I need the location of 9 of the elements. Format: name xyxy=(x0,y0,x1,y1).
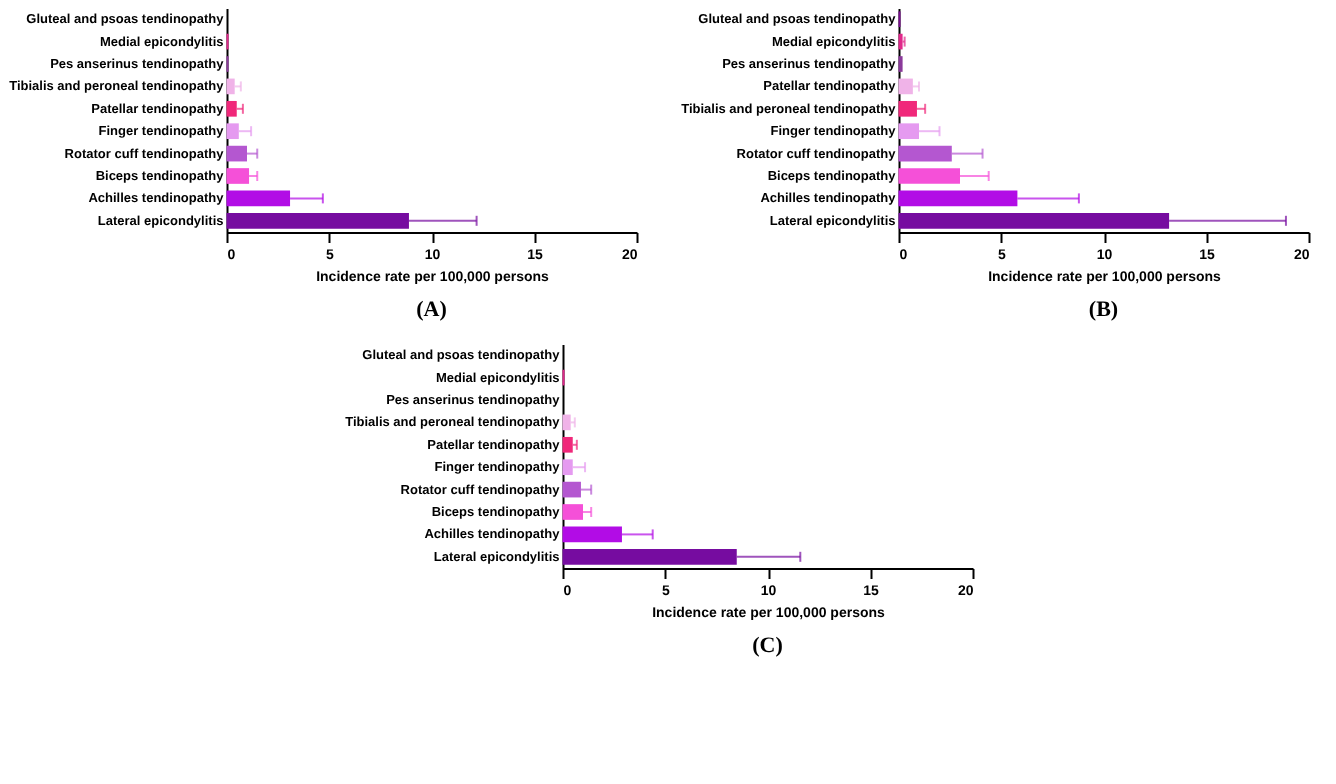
bar xyxy=(562,504,583,520)
bar xyxy=(898,100,917,117)
text: (B) xyxy=(1088,298,1119,322)
bar xyxy=(226,100,237,117)
bar xyxy=(226,78,235,95)
text: (A) xyxy=(416,298,448,322)
bar xyxy=(898,78,913,95)
text: (C) xyxy=(752,634,784,658)
bar xyxy=(226,168,250,184)
